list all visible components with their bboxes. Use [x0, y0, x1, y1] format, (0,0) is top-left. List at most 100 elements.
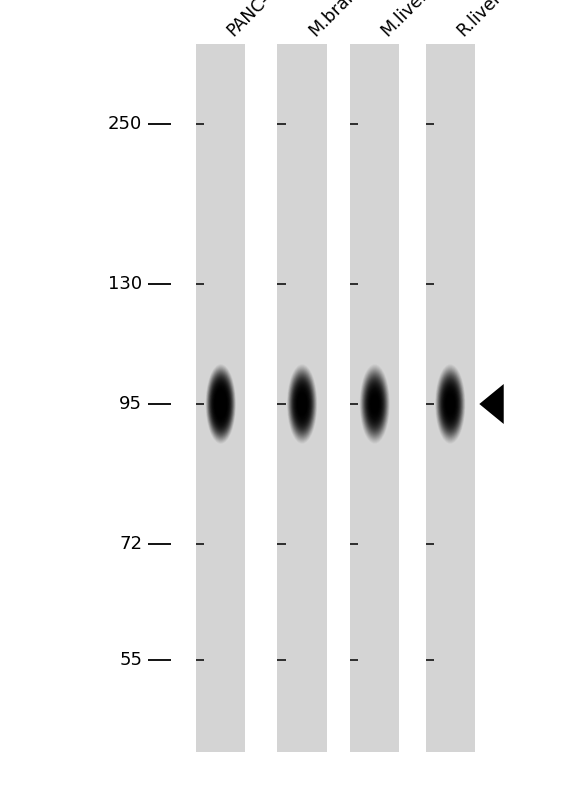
Ellipse shape: [439, 375, 461, 433]
Ellipse shape: [291, 375, 313, 433]
Ellipse shape: [207, 369, 234, 439]
Ellipse shape: [211, 378, 231, 430]
Ellipse shape: [371, 395, 379, 413]
Ellipse shape: [437, 369, 464, 439]
Ellipse shape: [361, 367, 389, 441]
Text: M.liver: M.liver: [378, 0, 432, 40]
Ellipse shape: [297, 392, 307, 416]
Ellipse shape: [361, 369, 388, 439]
Ellipse shape: [436, 367, 464, 441]
Ellipse shape: [367, 386, 382, 422]
Ellipse shape: [207, 370, 234, 438]
Ellipse shape: [365, 380, 384, 428]
Ellipse shape: [445, 391, 456, 417]
Bar: [425, 44, 475, 752]
Ellipse shape: [216, 391, 226, 417]
Ellipse shape: [360, 366, 389, 442]
Ellipse shape: [213, 385, 228, 423]
Ellipse shape: [437, 370, 463, 438]
Ellipse shape: [290, 372, 314, 436]
Ellipse shape: [206, 364, 236, 444]
Ellipse shape: [438, 373, 462, 435]
Ellipse shape: [442, 383, 458, 425]
Bar: [196, 44, 246, 752]
Text: 55: 55: [119, 651, 142, 669]
Ellipse shape: [443, 386, 458, 422]
Ellipse shape: [293, 382, 311, 426]
Ellipse shape: [289, 370, 315, 438]
Ellipse shape: [364, 376, 386, 432]
Ellipse shape: [217, 395, 224, 413]
Ellipse shape: [206, 366, 235, 442]
Ellipse shape: [369, 390, 381, 418]
Ellipse shape: [290, 374, 314, 434]
Ellipse shape: [296, 390, 308, 418]
Ellipse shape: [366, 382, 383, 426]
Ellipse shape: [210, 376, 232, 432]
Ellipse shape: [445, 392, 456, 416]
Ellipse shape: [209, 374, 232, 434]
Ellipse shape: [292, 377, 313, 431]
Ellipse shape: [361, 370, 388, 438]
Ellipse shape: [440, 378, 460, 430]
Ellipse shape: [438, 372, 462, 436]
Polygon shape: [479, 384, 504, 424]
Ellipse shape: [207, 367, 235, 441]
Ellipse shape: [446, 393, 455, 415]
Ellipse shape: [363, 373, 387, 435]
Text: 250: 250: [108, 115, 142, 133]
Ellipse shape: [295, 386, 309, 422]
Ellipse shape: [291, 376, 313, 432]
Ellipse shape: [295, 385, 310, 423]
Ellipse shape: [210, 375, 232, 433]
Ellipse shape: [368, 389, 381, 419]
Ellipse shape: [370, 392, 380, 416]
Ellipse shape: [437, 370, 464, 438]
Text: PANC-1: PANC-1: [224, 0, 282, 40]
Ellipse shape: [211, 379, 231, 429]
Ellipse shape: [216, 393, 225, 415]
Ellipse shape: [368, 388, 381, 420]
Ellipse shape: [210, 377, 231, 431]
Ellipse shape: [288, 366, 317, 442]
Ellipse shape: [288, 366, 317, 442]
Ellipse shape: [440, 379, 460, 429]
Ellipse shape: [443, 385, 458, 423]
Ellipse shape: [362, 370, 388, 438]
Text: R.liver: R.liver: [453, 0, 505, 40]
Ellipse shape: [370, 393, 379, 415]
Ellipse shape: [289, 369, 315, 439]
Ellipse shape: [370, 391, 380, 417]
Ellipse shape: [446, 394, 454, 414]
Ellipse shape: [214, 389, 227, 419]
Ellipse shape: [292, 378, 312, 430]
Ellipse shape: [217, 394, 225, 414]
Ellipse shape: [364, 377, 385, 431]
Ellipse shape: [297, 391, 307, 417]
Ellipse shape: [365, 378, 385, 430]
Ellipse shape: [439, 376, 461, 432]
Ellipse shape: [213, 386, 228, 422]
Ellipse shape: [299, 395, 306, 413]
Ellipse shape: [288, 367, 316, 441]
Text: 95: 95: [119, 395, 142, 413]
Ellipse shape: [367, 383, 383, 425]
Bar: [278, 44, 327, 752]
Ellipse shape: [290, 373, 314, 435]
Ellipse shape: [212, 382, 229, 426]
Text: 130: 130: [108, 275, 142, 293]
Ellipse shape: [371, 394, 379, 414]
Ellipse shape: [292, 379, 312, 429]
Ellipse shape: [209, 373, 233, 435]
Ellipse shape: [364, 375, 386, 433]
Ellipse shape: [296, 388, 309, 420]
Ellipse shape: [297, 393, 307, 415]
Ellipse shape: [294, 383, 310, 425]
Ellipse shape: [444, 390, 456, 418]
Text: 72: 72: [119, 535, 142, 553]
Ellipse shape: [208, 370, 234, 438]
Ellipse shape: [440, 377, 461, 431]
Ellipse shape: [442, 382, 459, 426]
Ellipse shape: [293, 382, 311, 426]
Ellipse shape: [296, 389, 309, 419]
